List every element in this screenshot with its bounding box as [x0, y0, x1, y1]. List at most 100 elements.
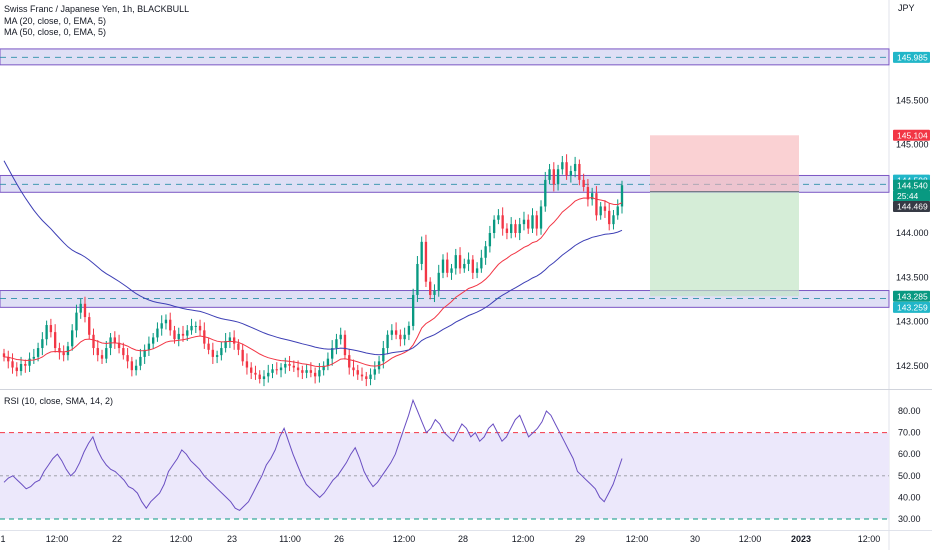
candle[interactable] — [232, 337, 236, 344]
candle[interactable] — [480, 257, 483, 269]
candle[interactable] — [228, 337, 232, 341]
take-profit-zone[interactable] — [650, 191, 799, 297]
candle[interactable] — [122, 348, 125, 356]
candle[interactable] — [45, 325, 48, 340]
candle[interactable] — [190, 325, 193, 331]
candle[interactable] — [407, 325, 411, 335]
candle[interactable] — [424, 241, 428, 282]
candle[interactable] — [100, 355, 104, 359]
candle[interactable] — [510, 224, 513, 233]
candle[interactable] — [454, 255, 457, 269]
candle[interactable] — [250, 367, 253, 373]
candle[interactable] — [433, 290, 436, 295]
candle[interactable] — [599, 206, 602, 216]
candle[interactable] — [544, 179, 547, 207]
candle[interactable] — [164, 319, 168, 324]
candle[interactable] — [58, 348, 61, 353]
candle[interactable] — [220, 348, 223, 356]
candle[interactable] — [83, 303, 87, 318]
candle[interactable] — [403, 334, 406, 340]
candle[interactable] — [296, 367, 300, 371]
candle[interactable] — [313, 372, 317, 377]
candle[interactable] — [360, 374, 364, 377]
candle[interactable] — [497, 215, 500, 220]
candle[interactable] — [267, 372, 270, 377]
candle[interactable] — [28, 358, 31, 366]
candle[interactable] — [262, 376, 266, 380]
candle[interactable] — [134, 365, 138, 371]
candle[interactable] — [488, 233, 492, 247]
candle[interactable] — [198, 325, 202, 331]
candle[interactable] — [322, 365, 325, 371]
candle[interactable] — [186, 330, 189, 336]
candle[interactable] — [522, 219, 526, 225]
candle[interactable] — [356, 370, 359, 375]
candle[interactable] — [527, 219, 530, 229]
candle[interactable] — [475, 268, 479, 273]
candle[interactable] — [160, 323, 163, 329]
candle[interactable] — [548, 169, 551, 180]
candle[interactable] — [565, 162, 568, 176]
candle[interactable] — [492, 219, 496, 233]
candle[interactable] — [365, 376, 368, 380]
candle[interactable] — [32, 356, 36, 359]
candle[interactable] — [207, 343, 210, 350]
candle[interactable] — [578, 163, 581, 180]
candle[interactable] — [105, 348, 108, 359]
candle[interactable] — [66, 346, 70, 356]
candle[interactable] — [326, 358, 330, 366]
candle[interactable] — [258, 374, 261, 380]
candle[interactable] — [139, 356, 142, 366]
candle[interactable] — [181, 333, 185, 336]
candle[interactable] — [394, 330, 398, 335]
candle[interactable] — [301, 370, 304, 373]
candle[interactable] — [556, 169, 560, 185]
ma20-legend[interactable]: MA (20, close, 0, EMA, 5) — [4, 16, 107, 26]
candle[interactable] — [539, 206, 543, 229]
candle[interactable] — [416, 263, 419, 295]
candle[interactable] — [15, 367, 18, 372]
candle[interactable] — [88, 317, 91, 335]
candle[interactable] — [616, 206, 619, 216]
candle[interactable] — [53, 332, 57, 349]
candle[interactable] — [305, 370, 308, 373]
candle[interactable] — [467, 259, 470, 264]
candle[interactable] — [518, 224, 521, 233]
candle[interactable] — [561, 162, 564, 170]
candle[interactable] — [484, 246, 487, 258]
candle[interactable] — [71, 330, 74, 347]
candle[interactable] — [24, 363, 27, 366]
stop-loss-zone[interactable] — [650, 135, 799, 192]
candle[interactable] — [169, 319, 172, 331]
candle[interactable] — [373, 369, 376, 375]
candle[interactable] — [288, 363, 291, 366]
candle[interactable] — [595, 193, 598, 216]
candle[interactable] — [279, 367, 283, 371]
candle[interactable] — [399, 334, 402, 340]
candle[interactable] — [130, 361, 134, 371]
candle[interactable] — [143, 349, 146, 357]
candle[interactable] — [446, 259, 449, 273]
candle[interactable] — [117, 342, 121, 349]
candle[interactable] — [612, 215, 615, 225]
candle[interactable] — [284, 363, 287, 368]
ma50-legend[interactable]: MA (50, close, 0, EMA, 5) — [4, 27, 107, 37]
candle[interactable] — [254, 372, 257, 375]
candle[interactable] — [369, 374, 372, 380]
candle[interactable] — [211, 349, 215, 357]
candle[interactable] — [271, 369, 274, 373]
candle[interactable] — [608, 210, 611, 225]
candle[interactable] — [147, 343, 151, 350]
candle[interactable] — [245, 361, 249, 368]
candle[interactable] — [19, 363, 23, 372]
candle[interactable] — [126, 355, 129, 362]
candle[interactable] — [535, 215, 538, 229]
candle[interactable] — [586, 186, 590, 200]
candle[interactable] — [292, 365, 295, 368]
candle[interactable] — [49, 325, 53, 333]
candle[interactable] — [339, 334, 342, 340]
candle[interactable] — [390, 330, 394, 335]
candle[interactable] — [309, 370, 313, 373]
candle[interactable] — [215, 355, 219, 357]
